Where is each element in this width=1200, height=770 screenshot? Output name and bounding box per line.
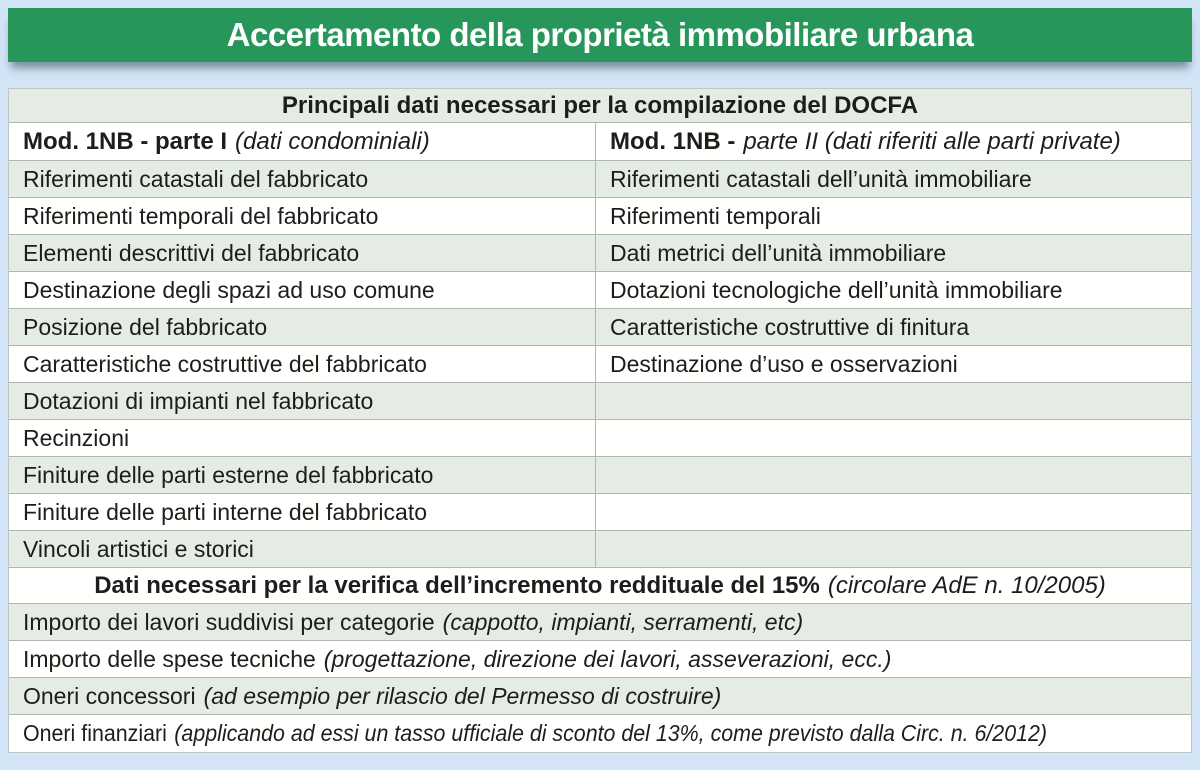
table-row: Oneri finanziari (applicando ad essi un …	[9, 715, 1191, 752]
table-cell: Finiture delle parti esterne del fabbric…	[9, 457, 596, 493]
row-text-italic: (cappotto, impianti, serramenti, etc)	[442, 608, 804, 635]
page-title: Accertamento della proprietà immobiliare…	[226, 16, 974, 53]
table-cell	[596, 383, 1191, 419]
column-header-left-italic: (dati condominiali)	[235, 127, 430, 155]
column-header-left: Mod. 1NB - parte I (dati condominiali)	[9, 123, 596, 160]
table-row: Oneri concessori (ad esempio per rilasci…	[9, 678, 1191, 715]
section2-header-bold: Dati necessari per la verifica dell’incr…	[94, 571, 820, 599]
table-cell: Dotazioni di impianti nel fabbricato	[9, 383, 596, 419]
table-cell: Destinazione degli spazi ad uso comune	[9, 272, 596, 308]
table-row: Finiture delle parti interne del fabbric…	[9, 494, 1191, 531]
column-header-right-italic: parte II (dati riferiti alle parti priva…	[743, 127, 1121, 155]
table-cell: Riferimenti catastali dell’unità immobil…	[610, 165, 1032, 192]
row-text-italic: (ad esempio per rilascio del Permesso di…	[203, 682, 722, 709]
table-row: Importo dei lavori suddivisi per categor…	[9, 604, 1191, 641]
column-header-row: Mod. 1NB - parte I (dati condominiali) M…	[9, 123, 1191, 161]
column-header-left-bold: Mod. 1NB - parte I	[23, 127, 228, 155]
table-row: Caratteristiche costruttive del fabbrica…	[9, 346, 1191, 383]
table-cell: Dotazioni tecnologiche dell’unità immobi…	[610, 276, 1063, 303]
row-text-italic: (progettazione, direzione dei lavori, as…	[323, 645, 892, 672]
docfa-data-table: Principali dati necessari per la compila…	[8, 88, 1192, 753]
table-cell: Posizione del fabbricato	[9, 309, 596, 345]
table-cell	[596, 531, 1191, 567]
table-cell: Elementi descrittivi del fabbricato	[9, 235, 596, 271]
section2-header-italic: (circolare AdE n. 10/2005)	[827, 571, 1106, 599]
table-cell: Finiture delle parti interne del fabbric…	[9, 494, 596, 530]
table-row: Destinazione degli spazi ad uso comune D…	[9, 272, 1191, 309]
table-row: Finiture delle parti esterne del fabbric…	[9, 457, 1191, 494]
table-row: Posizione del fabbricato Caratteristiche…	[9, 309, 1191, 346]
table-cell: Recinzioni	[9, 420, 596, 456]
table-cell: Riferimenti temporali	[610, 202, 821, 229]
table-row: Vincoli artistici e storici	[9, 531, 1191, 568]
column-header-right: Mod. 1NB - parte II (dati riferiti alle …	[596, 123, 1191, 160]
row-text-italic: (applicando ad essi un tasso ufficiale d…	[174, 720, 1048, 746]
table-cell	[596, 457, 1191, 493]
table-cell: Vincoli artistici e storici	[9, 531, 596, 567]
section2-header-row: Dati necessari per la verifica dell’incr…	[9, 568, 1191, 604]
table-row: Riferimenti catastali del fabbricato Rif…	[9, 161, 1191, 198]
table-cell	[596, 420, 1191, 456]
title-bar: Accertamento della proprietà immobiliare…	[8, 8, 1192, 62]
table-cell: Dati metrici dell’unità immobiliare	[610, 239, 947, 266]
table-title: Principali dati necessari per la compila…	[281, 91, 919, 119]
column-header-right-bold: Mod. 1NB -	[610, 127, 736, 155]
table-cell	[596, 494, 1191, 530]
table-cell: Caratteristiche costruttive del fabbrica…	[9, 346, 596, 382]
table-cell: Caratteristiche costruttive di finitura	[610, 313, 970, 340]
table-cell: Riferimenti catastali del fabbricato	[9, 161, 596, 197]
row-text-normal: Importo dei lavori suddivisi per categor…	[23, 608, 435, 635]
table-title-row: Principali dati necessari per la compila…	[9, 89, 1191, 123]
table-cell: Destinazione d’uso e osservazioni	[610, 350, 958, 377]
table-row: Dotazioni di impianti nel fabbricato	[9, 383, 1191, 420]
table-cell: Riferimenti temporali del fabbricato	[9, 198, 596, 234]
row-text-normal: Oneri finanziari	[23, 720, 167, 746]
table-row: Importo delle spese tecniche (progettazi…	[9, 641, 1191, 678]
table-row: Elementi descrittivi del fabbricato Dati…	[9, 235, 1191, 272]
row-text-normal: Importo delle spese tecniche	[23, 645, 316, 672]
row-text-normal: Oneri concessori	[23, 682, 196, 709]
table-row: Recinzioni	[9, 420, 1191, 457]
table-row: Riferimenti temporali del fabbricato Rif…	[9, 198, 1191, 235]
